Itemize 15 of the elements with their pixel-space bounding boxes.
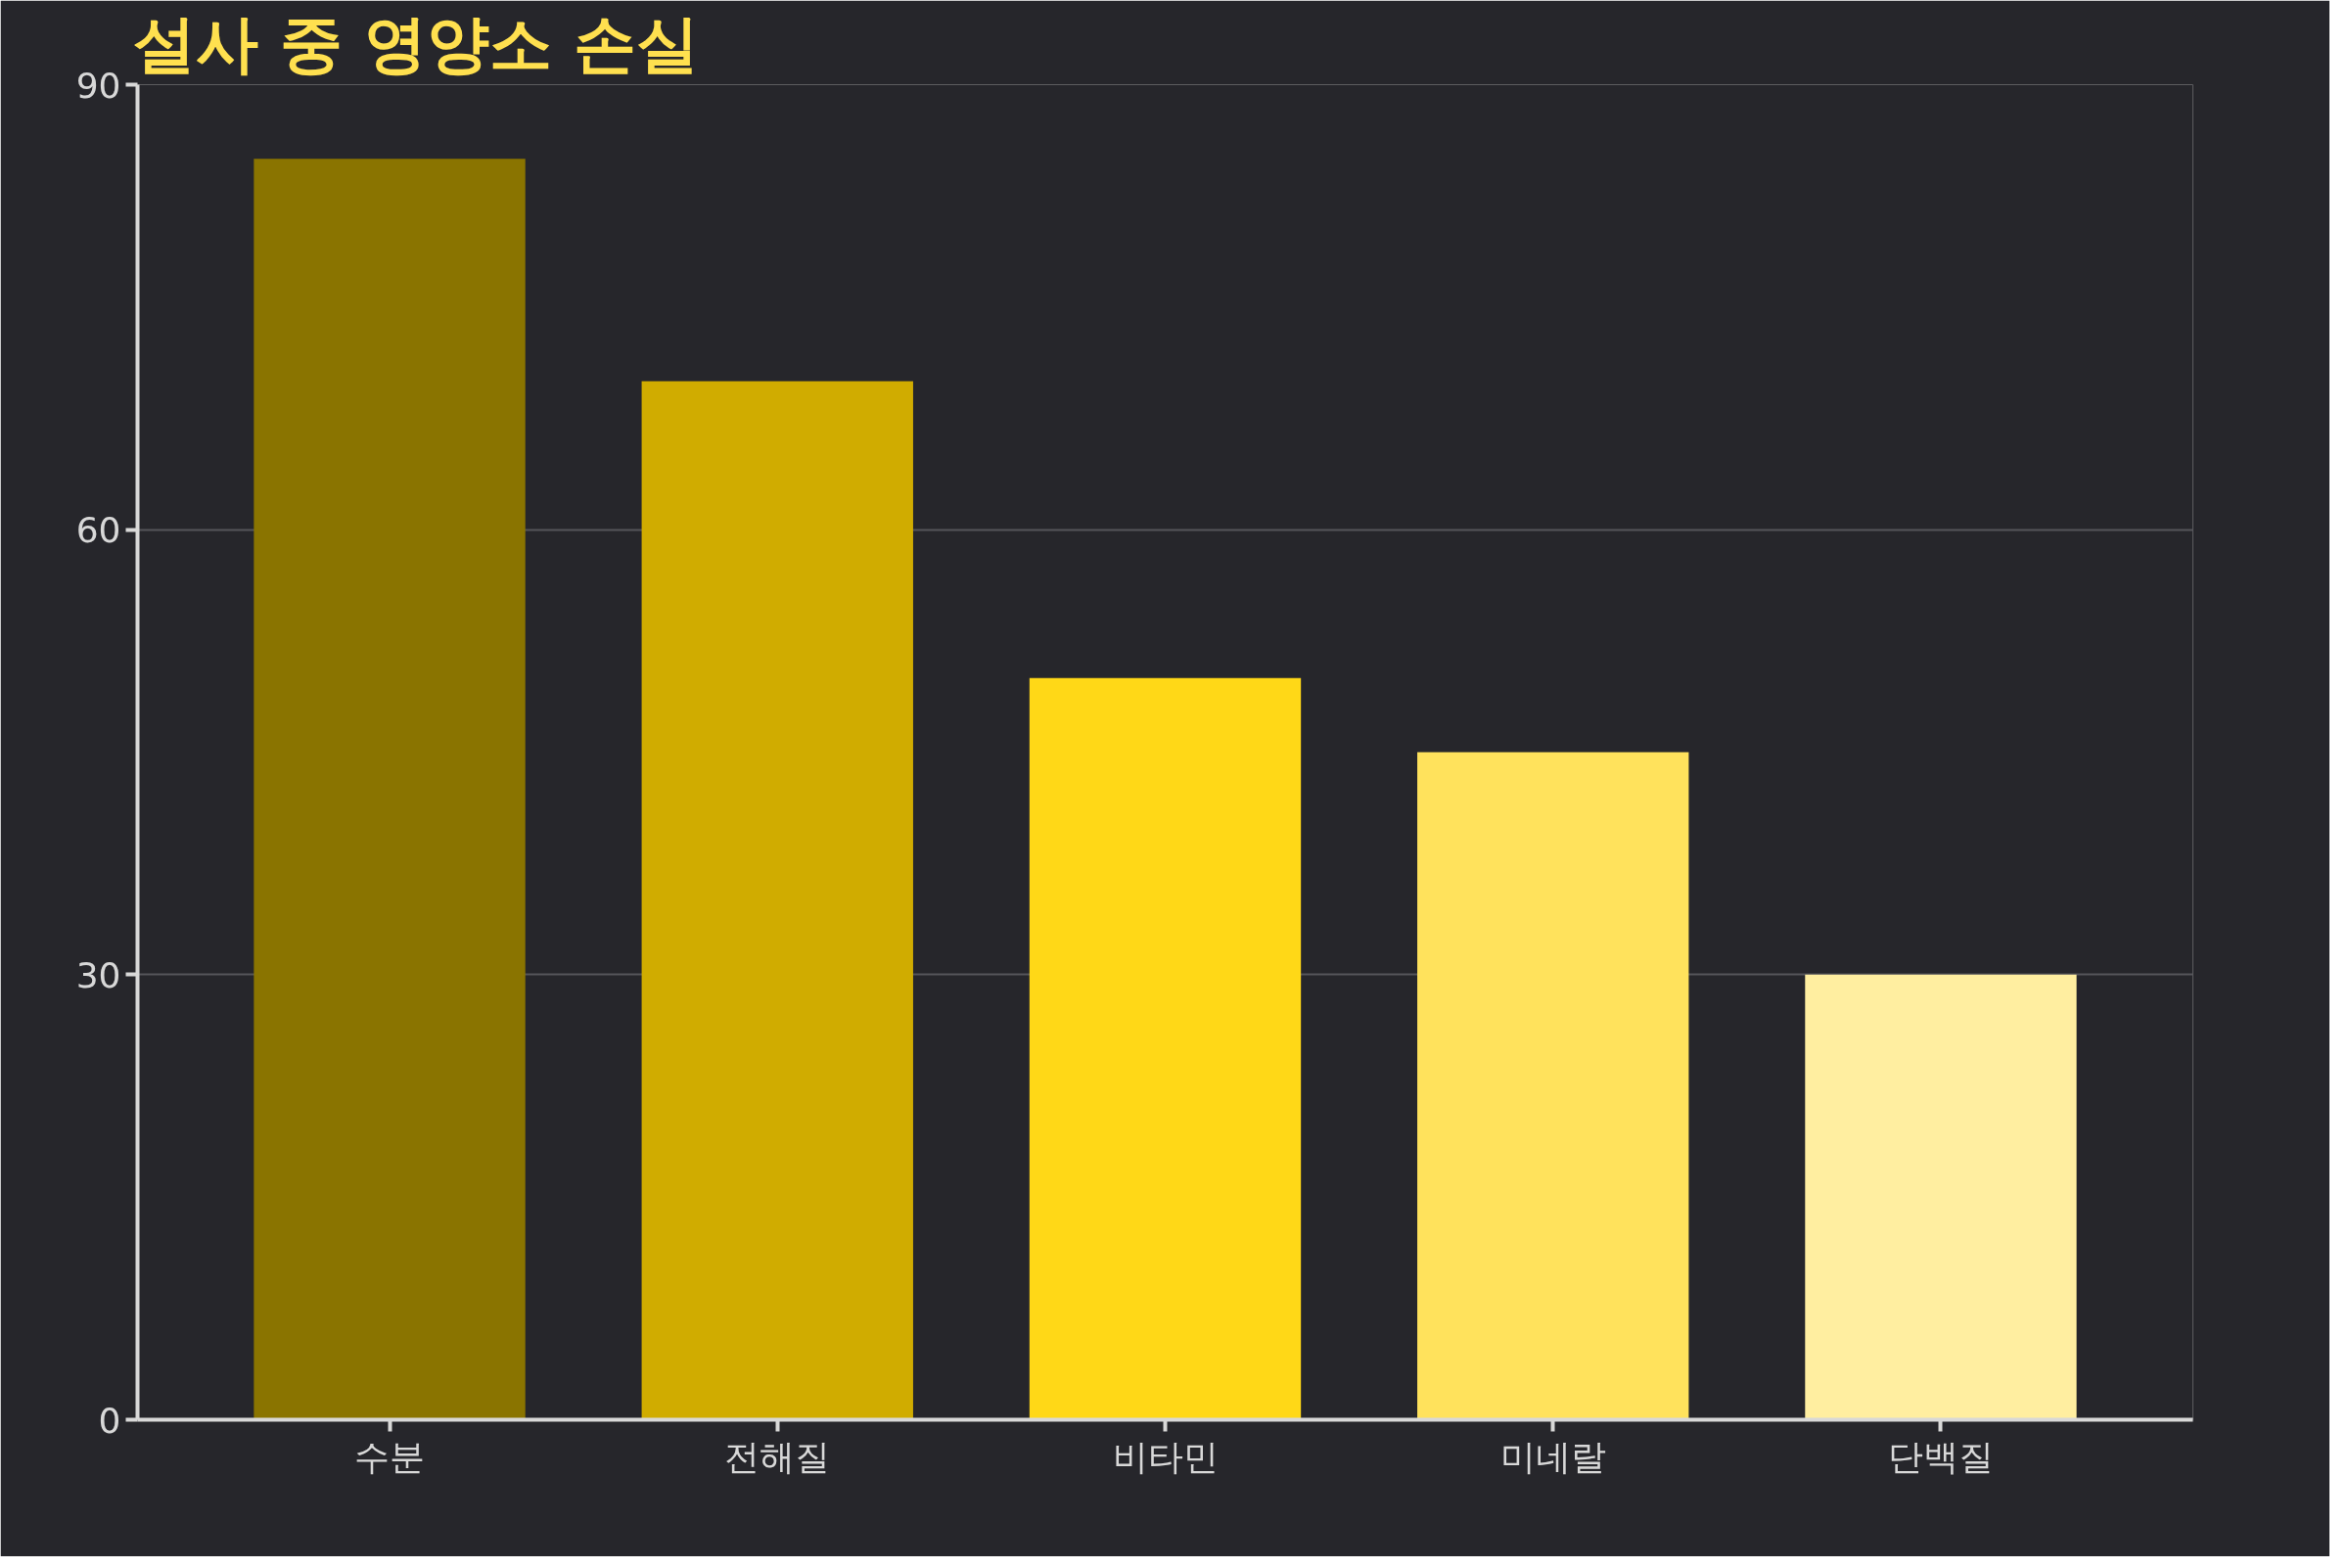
bar — [253, 159, 526, 1420]
y-tick-label: 60 — [75, 510, 121, 551]
x-tick-label: 전해질 — [724, 1436, 831, 1477]
y-tick-label: 30 — [75, 954, 121, 995]
bar — [1029, 677, 1302, 1420]
bar — [641, 381, 913, 1420]
y-tick-label: 90 — [75, 65, 121, 106]
x-tick-label: 수분 — [354, 1436, 426, 1477]
bar — [1417, 752, 1689, 1420]
x-tick-label: 단백질 — [1887, 1436, 1994, 1477]
y-tick-label: 0 — [98, 1400, 121, 1441]
bar — [1805, 974, 2077, 1420]
x-tick-label: 비타민 — [1112, 1436, 1219, 1477]
chart-title: 설사 중 영양소 손실 — [132, 7, 700, 80]
x-tick-label: 미네랄 — [1499, 1436, 1606, 1477]
